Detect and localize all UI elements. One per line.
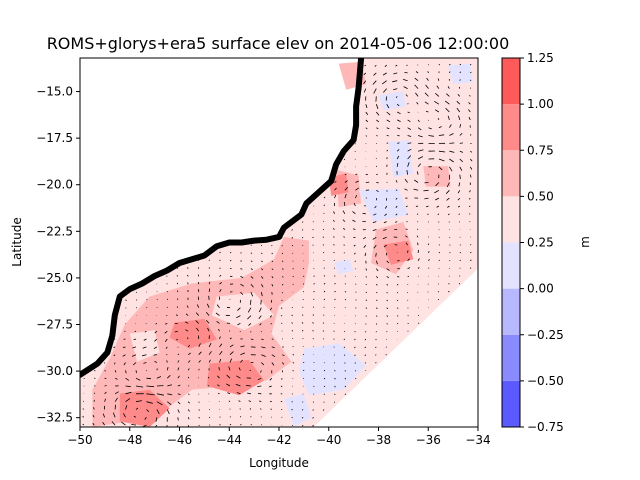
elevation-region xyxy=(169,318,217,349)
colorbar-tick-label: 1.00 xyxy=(527,97,554,111)
colorbar-swatch xyxy=(502,104,520,151)
colorbar-swatch xyxy=(502,58,520,105)
x-tick-label: −42 xyxy=(266,433,291,447)
x-tick-label: −46 xyxy=(167,433,192,447)
colorbar-tick-label: 0.00 xyxy=(527,282,554,296)
x-tick-label: −48 xyxy=(117,433,142,447)
y-tick-label: −22.5 xyxy=(36,224,73,238)
y-tick-label: −30.0 xyxy=(36,364,73,378)
elevation-region xyxy=(448,63,473,85)
x-tick-label: −44 xyxy=(217,433,242,447)
x-tick-label: −40 xyxy=(316,433,341,447)
x-tick-label: −34 xyxy=(465,433,490,447)
outside-domain-mask xyxy=(313,268,478,427)
chart-title: ROMS+glorys+era5 surface elev on 2014-05… xyxy=(47,34,510,53)
colorbar-swatch xyxy=(502,242,520,289)
x-axis-label: Longitude xyxy=(249,456,309,470)
y-tick-label: −27.5 xyxy=(36,318,73,332)
elevation-region xyxy=(129,330,160,362)
y-tick-label: −15.0 xyxy=(36,85,73,99)
colorbar-swatch xyxy=(502,380,520,427)
colorbar-swatch xyxy=(502,288,520,335)
colorbar-tick-label: −0.25 xyxy=(527,328,564,342)
elevation-region xyxy=(211,292,274,331)
elevation-region xyxy=(423,166,451,187)
elevation-region xyxy=(284,393,312,427)
colorbar-swatch xyxy=(502,334,520,381)
x-tick-label: −38 xyxy=(366,433,391,447)
colorbar-swatch xyxy=(502,196,520,243)
y-tick-label: −20.0 xyxy=(36,178,73,192)
colorbar-tick-label: 0.75 xyxy=(527,143,554,157)
coastline-line xyxy=(80,58,365,378)
colorbar-tick-label: 0.25 xyxy=(527,236,554,250)
colorbar-tick-label: −0.75 xyxy=(527,420,564,434)
elevation-region xyxy=(383,240,414,265)
y-axis: −15.0 −17.5 −20.0 −22.5 −25.0 −27.5 −30.0 −32.5 xyxy=(36,85,80,425)
elevation-region xyxy=(388,140,414,178)
elevation-region xyxy=(333,259,354,275)
y-tick-label: −17.5 xyxy=(36,131,73,145)
y-tick-label: −25.0 xyxy=(36,271,73,285)
x-axis: −50 −48 −46 −44 −42 −40 −38 −36 −34 xyxy=(67,427,491,447)
elevation-region xyxy=(298,343,367,396)
y-tick-label: −32.5 xyxy=(36,411,73,425)
colorbar-tick-label: 1.25 xyxy=(527,51,554,65)
colorbar: −0.75 −0.50 −0.25 0.00 0.25 0.50 0.75 1.00 1.25 xyxy=(501,51,564,434)
colorbar-label: m xyxy=(578,236,592,248)
velocity-arrows xyxy=(82,63,473,427)
x-tick-label: −50 xyxy=(67,433,92,447)
colorbar-tick-label: 0.50 xyxy=(527,189,554,203)
colorbar-tick-label: −0.50 xyxy=(527,374,564,388)
coastline xyxy=(80,58,365,378)
elevation-region xyxy=(206,359,265,396)
y-axis-label: Latitude xyxy=(10,217,24,266)
arrow-field xyxy=(82,63,473,427)
elevation-region xyxy=(358,188,409,222)
colorbar-swatch xyxy=(502,150,520,197)
plot-area xyxy=(80,58,478,427)
x-tick-label: −36 xyxy=(416,433,441,447)
